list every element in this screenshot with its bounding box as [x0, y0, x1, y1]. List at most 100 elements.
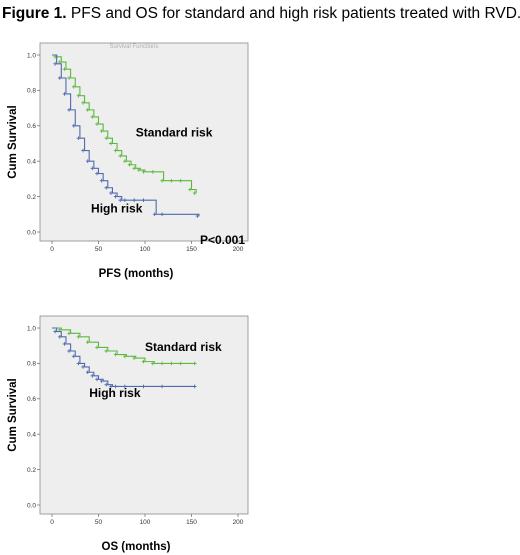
censor-mark-standard [160, 361, 164, 366]
plot-area [39, 315, 249, 515]
censor-mark-high [141, 384, 146, 389]
censor-mark-standard [141, 170, 146, 174]
censor-mark-standard [113, 352, 118, 357]
censor-mark-high [53, 62, 57, 66]
y-axis-label: Cum Survival [7, 378, 19, 452]
censor-mark-standard [132, 166, 136, 171]
plot-area [39, 42, 249, 242]
censor-mark-high [58, 335, 62, 339]
censor-mark-standard [178, 178, 183, 183]
series-label-standard: Standard risk [145, 340, 222, 354]
censor-mark-high [152, 212, 157, 217]
censor-mark-high [71, 124, 76, 128]
censor-mark-standard [95, 122, 99, 126]
censor-mark-standard [188, 187, 192, 192]
censor-mark-standard [113, 148, 118, 153]
series-label-high: High risk [89, 386, 141, 400]
censor-mark-standard [90, 115, 95, 119]
censor-mark-standard [85, 108, 90, 112]
censor-mark-high [118, 198, 123, 202]
series-label-high: High risk [91, 202, 143, 216]
censor-mark-high [99, 178, 104, 183]
censor-mark-high [53, 329, 57, 334]
censor-mark-standard [132, 356, 136, 360]
os-survival-chart: 0.0 0.2 0.4 0.6 0.8 1.0 0 50 100 150 200 Standard r… [7, 315, 249, 553]
x-tick-label: 150 [186, 246, 197, 253]
censor-mark-standard [160, 178, 164, 183]
censor-mark-high [58, 76, 62, 80]
censor-mark-standard [95, 345, 99, 350]
censor-mark-high [99, 379, 104, 383]
censor-mark-high [113, 194, 118, 199]
censor-mark-high [62, 342, 67, 346]
x-tick-label: 200 [233, 519, 244, 526]
y-tick-label: 0.4 [27, 159, 36, 166]
censor-mark-standard [85, 340, 90, 344]
x-tick-label: 100 [140, 246, 151, 253]
censor-mark-high [104, 382, 109, 387]
x-tick-label: 150 [186, 519, 197, 526]
censor-mark-standard [137, 168, 141, 172]
censor-mark-high [123, 384, 127, 389]
censor-mark-standard [81, 100, 85, 105]
y-tick-label: 1.0 [27, 52, 36, 59]
pfs-survival-chart: Survival Functions 0.0 0.2 0.4 0.6 0.8 1.0 0 50 1… [7, 42, 249, 280]
chart-title: Survival Functions [109, 44, 158, 50]
censor-mark-high [160, 384, 164, 389]
figure-caption-text: PFS and OS for standard and high risk pa… [66, 5, 520, 22]
censor-mark-high [67, 349, 71, 353]
censor-mark-high [90, 166, 95, 171]
censor-mark-high [85, 159, 90, 163]
y-tick-label: 0.8 [27, 88, 36, 95]
censor-mark-standard [58, 327, 62, 332]
censor-mark-high [132, 198, 136, 202]
y-tick-label: 0.4 [27, 432, 36, 439]
censor-mark-standard [99, 129, 104, 133]
y-tick-label: 0.0 [27, 502, 36, 509]
y-tick-label: 0.0 [27, 229, 36, 236]
censor-mark-standard [141, 359, 146, 364]
censor-mark-standard [192, 191, 197, 195]
censor-mark-high [76, 361, 81, 366]
y-tick-label: 0.2 [27, 194, 36, 201]
censor-mark-high [141, 198, 146, 202]
y-tick-label: 0.6 [27, 396, 36, 403]
censor-mark-standard [76, 93, 81, 98]
y-tick-label: 0.8 [27, 361, 36, 368]
censor-mark-high [192, 384, 197, 389]
censor-mark-standard [109, 141, 113, 146]
x-tick-label: 100 [140, 519, 151, 526]
censor-mark-high [85, 370, 90, 375]
censor-mark-standard [123, 354, 127, 359]
censor-mark-standard [151, 170, 155, 174]
y-tick-label: 0.2 [27, 467, 36, 474]
censor-mark-standard [192, 361, 197, 366]
censor-mark-high [71, 354, 76, 359]
censor-mark-standard [123, 159, 127, 163]
figure-label: Figure 1. [2, 5, 67, 22]
censor-mark-high [109, 191, 113, 195]
censor-mark-high [81, 148, 85, 153]
censor-mark-high [62, 92, 67, 96]
censor-mark-high [81, 365, 85, 369]
censor-mark-high [76, 136, 81, 140]
censor-mark-high [195, 214, 200, 218]
censor-mark-standard [151, 361, 155, 366]
censor-mark-standard [118, 154, 123, 158]
censor-mark-standard [67, 76, 71, 80]
x-tick-label: 0 [50, 519, 54, 526]
censor-mark-high [95, 171, 99, 176]
censor-mark-standard [76, 335, 81, 339]
censor-mark-standard [178, 361, 183, 366]
figure-caption: Figure 1. PFS and OS for standard and hi… [2, 5, 520, 23]
censor-mark-high [123, 198, 127, 202]
censor-mark-high [104, 185, 109, 190]
censor-mark-standard [127, 162, 132, 167]
censor-mark-standard [62, 67, 67, 71]
p-value: P<0.001 [200, 233, 245, 247]
y-axis-label: Cum Survival [7, 105, 19, 179]
x-tick-label: 200 [233, 246, 244, 253]
censor-mark-standard [169, 361, 174, 366]
censor-mark-high [90, 373, 95, 378]
x-tick-label: 50 [95, 246, 103, 253]
